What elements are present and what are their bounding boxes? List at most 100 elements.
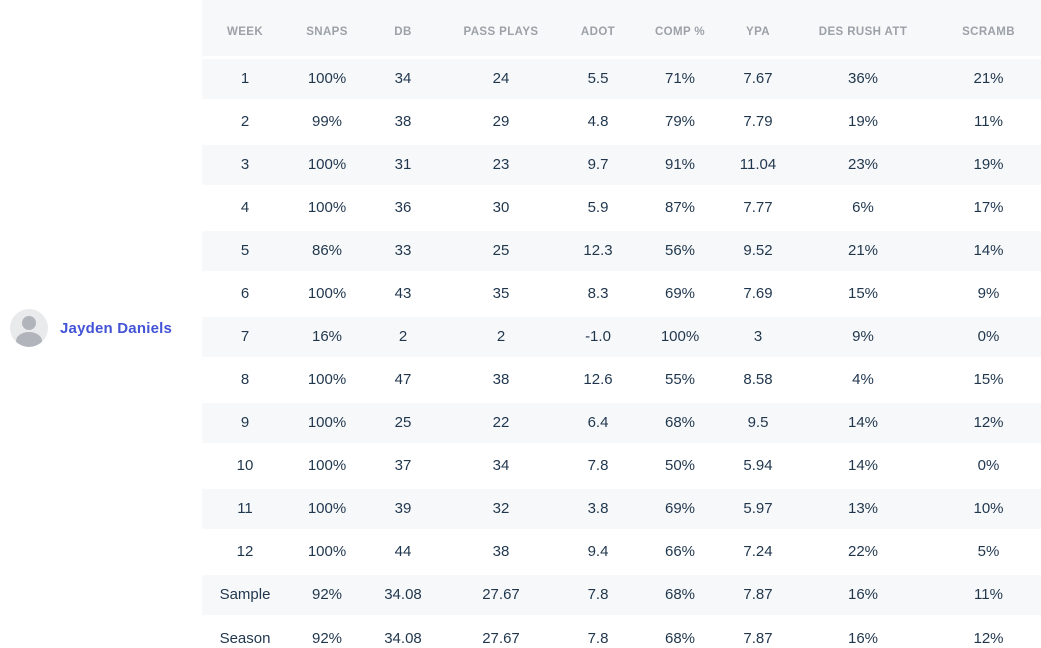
table-cell: 11	[202, 485, 288, 530]
table-cell: 43	[366, 270, 440, 315]
table-cell: 69%	[634, 485, 726, 530]
table-cell: 100%	[288, 270, 366, 315]
table-cell: 32	[440, 485, 562, 530]
table-cell: 2	[202, 98, 288, 143]
table-cell: 7.67	[726, 55, 790, 100]
table-cell: 5	[202, 227, 288, 272]
table-cell: 12%	[936, 399, 1041, 444]
table-cell: 16%	[790, 614, 936, 648]
table-row: 5 86% 33 25 12.3 56% 9.52 21% 14%	[202, 227, 1041, 272]
table-row: 9 100% 25 22 6.4 68% 9.5 14% 12%	[202, 399, 1041, 444]
table-cell: 7.87	[726, 571, 790, 616]
table-row: Sample 92% 34.08 27.67 7.8 68% 7.87 16% 11%	[202, 571, 1041, 616]
table-cell: 100%	[634, 313, 726, 358]
table-cell: 33	[366, 227, 440, 272]
table-cell: 12%	[936, 614, 1041, 648]
table-cell: 27.67	[440, 614, 562, 648]
avatar-head-shape	[22, 316, 36, 330]
table-cell: 86%	[288, 227, 366, 272]
column-header: SNAPS	[288, 0, 366, 57]
table-cell: 30	[440, 184, 562, 229]
table-cell: 34.08	[366, 614, 440, 648]
avatar-shoulders-shape	[16, 332, 42, 347]
table-row: 12 100% 44 38 9.4 66% 7.24 22% 5%	[202, 528, 1041, 573]
table-cell: 87%	[634, 184, 726, 229]
table-cell: 5.94	[726, 442, 790, 487]
stats-table-container: WEEK SNAPS DB PASS PLAYS ADOT COMP % YPA DES RU…	[202, 0, 1041, 648]
column-header: SCRAMB	[936, 0, 1041, 57]
table-cell: 11.04	[726, 141, 790, 186]
table-cell: 55%	[634, 356, 726, 401]
table-cell: 9.52	[726, 227, 790, 272]
table-cell: 23	[440, 141, 562, 186]
table-cell: 14%	[790, 399, 936, 444]
table-cell: 34	[440, 442, 562, 487]
table-cell: 5%	[936, 528, 1041, 573]
table-cell: 7.69	[726, 270, 790, 315]
table-cell: 9	[202, 399, 288, 444]
table-cell: 8.3	[562, 270, 634, 315]
table-cell: 14%	[790, 442, 936, 487]
table-row: 3 100% 31 23 9.7 91% 11.04 23% 19%	[202, 141, 1041, 186]
table-cell: 34.08	[366, 571, 440, 616]
table-cell: 100%	[288, 485, 366, 530]
table-cell: 29	[440, 98, 562, 143]
table-cell: 92%	[288, 614, 366, 648]
table-row: 6 100% 43 35 8.3 69% 7.69 15% 9%	[202, 270, 1041, 315]
table-row: 2 99% 38 29 4.8 79% 7.79 19% 11%	[202, 98, 1041, 143]
table-row: 8 100% 47 38 12.6 55% 8.58 4% 15%	[202, 356, 1041, 401]
table-cell: 0%	[936, 442, 1041, 487]
table-cell: 100%	[288, 184, 366, 229]
table-cell: 4.8	[562, 98, 634, 143]
table-cell: 6	[202, 270, 288, 315]
table-cell: 8	[202, 356, 288, 401]
table-cell: 11%	[936, 571, 1041, 616]
table-cell: 22%	[790, 528, 936, 573]
weekly-stats-table: WEEK SNAPS DB PASS PLAYS ADOT COMP % YPA DES RU…	[202, 0, 1041, 648]
table-cell: 9.7	[562, 141, 634, 186]
table-cell: 8.58	[726, 356, 790, 401]
table-cell: 21%	[790, 227, 936, 272]
table-cell: 7.77	[726, 184, 790, 229]
table-cell: 69%	[634, 270, 726, 315]
player-name-link[interactable]: Jayden Daniels	[60, 319, 173, 337]
table-row: 10 100% 37 34 7.8 50% 5.94 14% 0%	[202, 442, 1041, 487]
table-cell: Sample	[202, 571, 288, 616]
table-cell: 2	[366, 313, 440, 358]
table-cell: 25	[440, 227, 562, 272]
header-row: WEEK SNAPS DB PASS PLAYS ADOT COMP % YPA DES RU…	[202, 0, 1041, 57]
table-cell: 9%	[790, 313, 936, 358]
table-cell: 12	[202, 528, 288, 573]
table-cell: 7.79	[726, 98, 790, 143]
column-header: DB	[366, 0, 440, 57]
table-cell: 100%	[288, 442, 366, 487]
table-cell: 100%	[288, 399, 366, 444]
table-cell: 44	[366, 528, 440, 573]
table-cell: 91%	[634, 141, 726, 186]
table-cell: 31	[366, 141, 440, 186]
table-cell: 19%	[790, 98, 936, 143]
table-cell: 4	[202, 184, 288, 229]
table-cell: 5.97	[726, 485, 790, 530]
table-cell: 100%	[288, 55, 366, 100]
table-cell: 68%	[634, 399, 726, 444]
table-cell: 99%	[288, 98, 366, 143]
player-row: Jayden Daniels	[10, 309, 172, 347]
column-header: PASS PLAYS	[440, 0, 562, 57]
table-cell: Season	[202, 614, 288, 648]
table-cell: 50%	[634, 442, 726, 487]
table-cell: 10%	[936, 485, 1041, 530]
table-cell: 6%	[790, 184, 936, 229]
column-header: ADOT	[562, 0, 634, 57]
table-cell: 37	[366, 442, 440, 487]
table-cell: 34	[366, 55, 440, 100]
table-cell: 79%	[634, 98, 726, 143]
table-cell: 38	[440, 528, 562, 573]
column-header: COMP %	[634, 0, 726, 57]
table-header: WEEK SNAPS DB PASS PLAYS ADOT COMP % YPA DES RU…	[202, 0, 1041, 57]
table-cell: 7.8	[562, 442, 634, 487]
table-cell: 11%	[936, 98, 1041, 143]
table-cell: 35	[440, 270, 562, 315]
table-cell: 7	[202, 313, 288, 358]
table-cell: 13%	[790, 485, 936, 530]
